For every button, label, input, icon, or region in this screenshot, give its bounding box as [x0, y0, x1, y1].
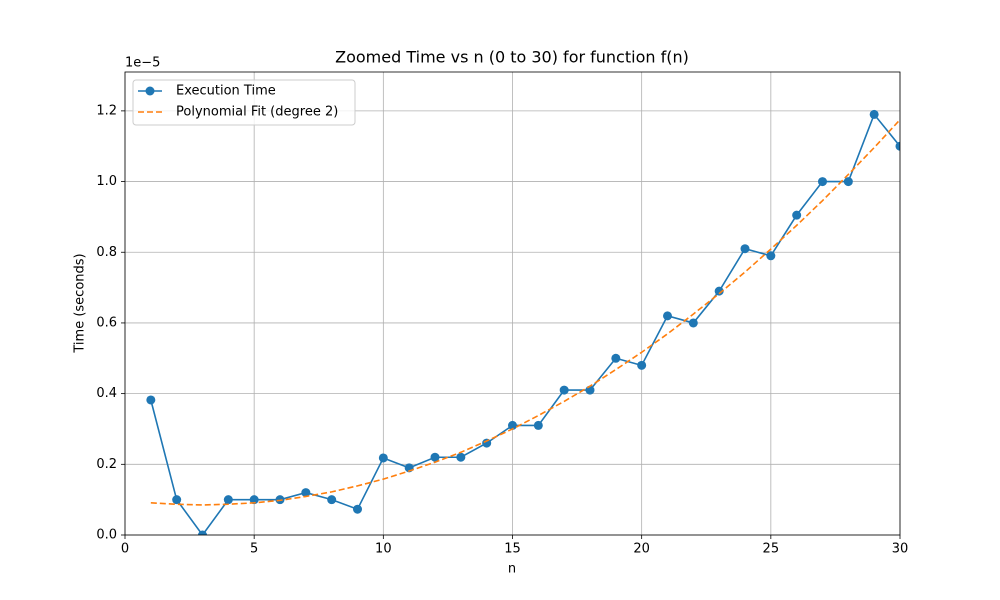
data-point — [688, 318, 698, 328]
data-point — [456, 452, 466, 462]
y-axis-label: Time (seconds) — [73, 253, 88, 353]
y-tick-label: 0.2 — [96, 457, 117, 472]
legend-marker — [145, 86, 155, 96]
legend-label: Polynomial Fit (degree 2) — [176, 105, 338, 120]
data-point — [895, 141, 900, 151]
data-point — [301, 488, 311, 498]
data-point — [223, 495, 233, 505]
series-line — [150, 119, 900, 506]
axes-frame — [124, 71, 901, 536]
data-point — [353, 504, 362, 514]
data-point — [843, 177, 853, 187]
y-tick-label: 1.2 — [96, 103, 117, 118]
data-point — [378, 453, 388, 463]
data-point — [559, 385, 569, 395]
data-point — [327, 495, 337, 505]
data-point — [146, 395, 156, 405]
data-point — [714, 286, 724, 296]
legend-label: Execution Time — [176, 84, 276, 99]
x-tick-label: 5 — [250, 542, 258, 557]
x-tick-label: 20 — [633, 542, 650, 557]
y-tick-label: 0.8 — [96, 245, 117, 260]
x-tick-label: 10 — [375, 542, 392, 557]
data-point — [172, 495, 182, 505]
y-offset-label: 1e−5 — [125, 56, 160, 71]
plot-area — [146, 109, 900, 535]
x-tick-label: 30 — [892, 542, 909, 557]
x-tick-label: 0 — [121, 542, 129, 557]
data-point — [740, 244, 750, 254]
chart-title: Zoomed Time vs n (0 to 30) for function … — [335, 48, 689, 67]
data-point — [508, 420, 517, 430]
y-tick-label: 1.0 — [96, 174, 117, 189]
data-point — [249, 495, 259, 505]
legend: Execution Time Polynomial Fit (degree 2) — [132, 79, 356, 126]
x-tick-label: 25 — [763, 542, 780, 557]
y-tick-label: 0.4 — [96, 386, 117, 401]
y-tick-label: 0.6 — [96, 315, 117, 330]
y-tick-label: 0.0 — [96, 528, 117, 543]
data-point — [663, 311, 672, 321]
data-point — [611, 353, 621, 363]
x-tick-label: 15 — [504, 542, 521, 557]
legend-box — [132, 79, 356, 126]
data-point — [637, 360, 647, 370]
data-point — [818, 177, 827, 187]
data-point — [792, 210, 802, 220]
x-axis-label: n — [508, 562, 516, 577]
data-point — [198, 530, 207, 535]
data-point — [533, 420, 543, 430]
data-point — [766, 251, 776, 261]
data-point — [869, 109, 879, 119]
data-point — [430, 452, 440, 462]
data-point — [482, 438, 492, 448]
